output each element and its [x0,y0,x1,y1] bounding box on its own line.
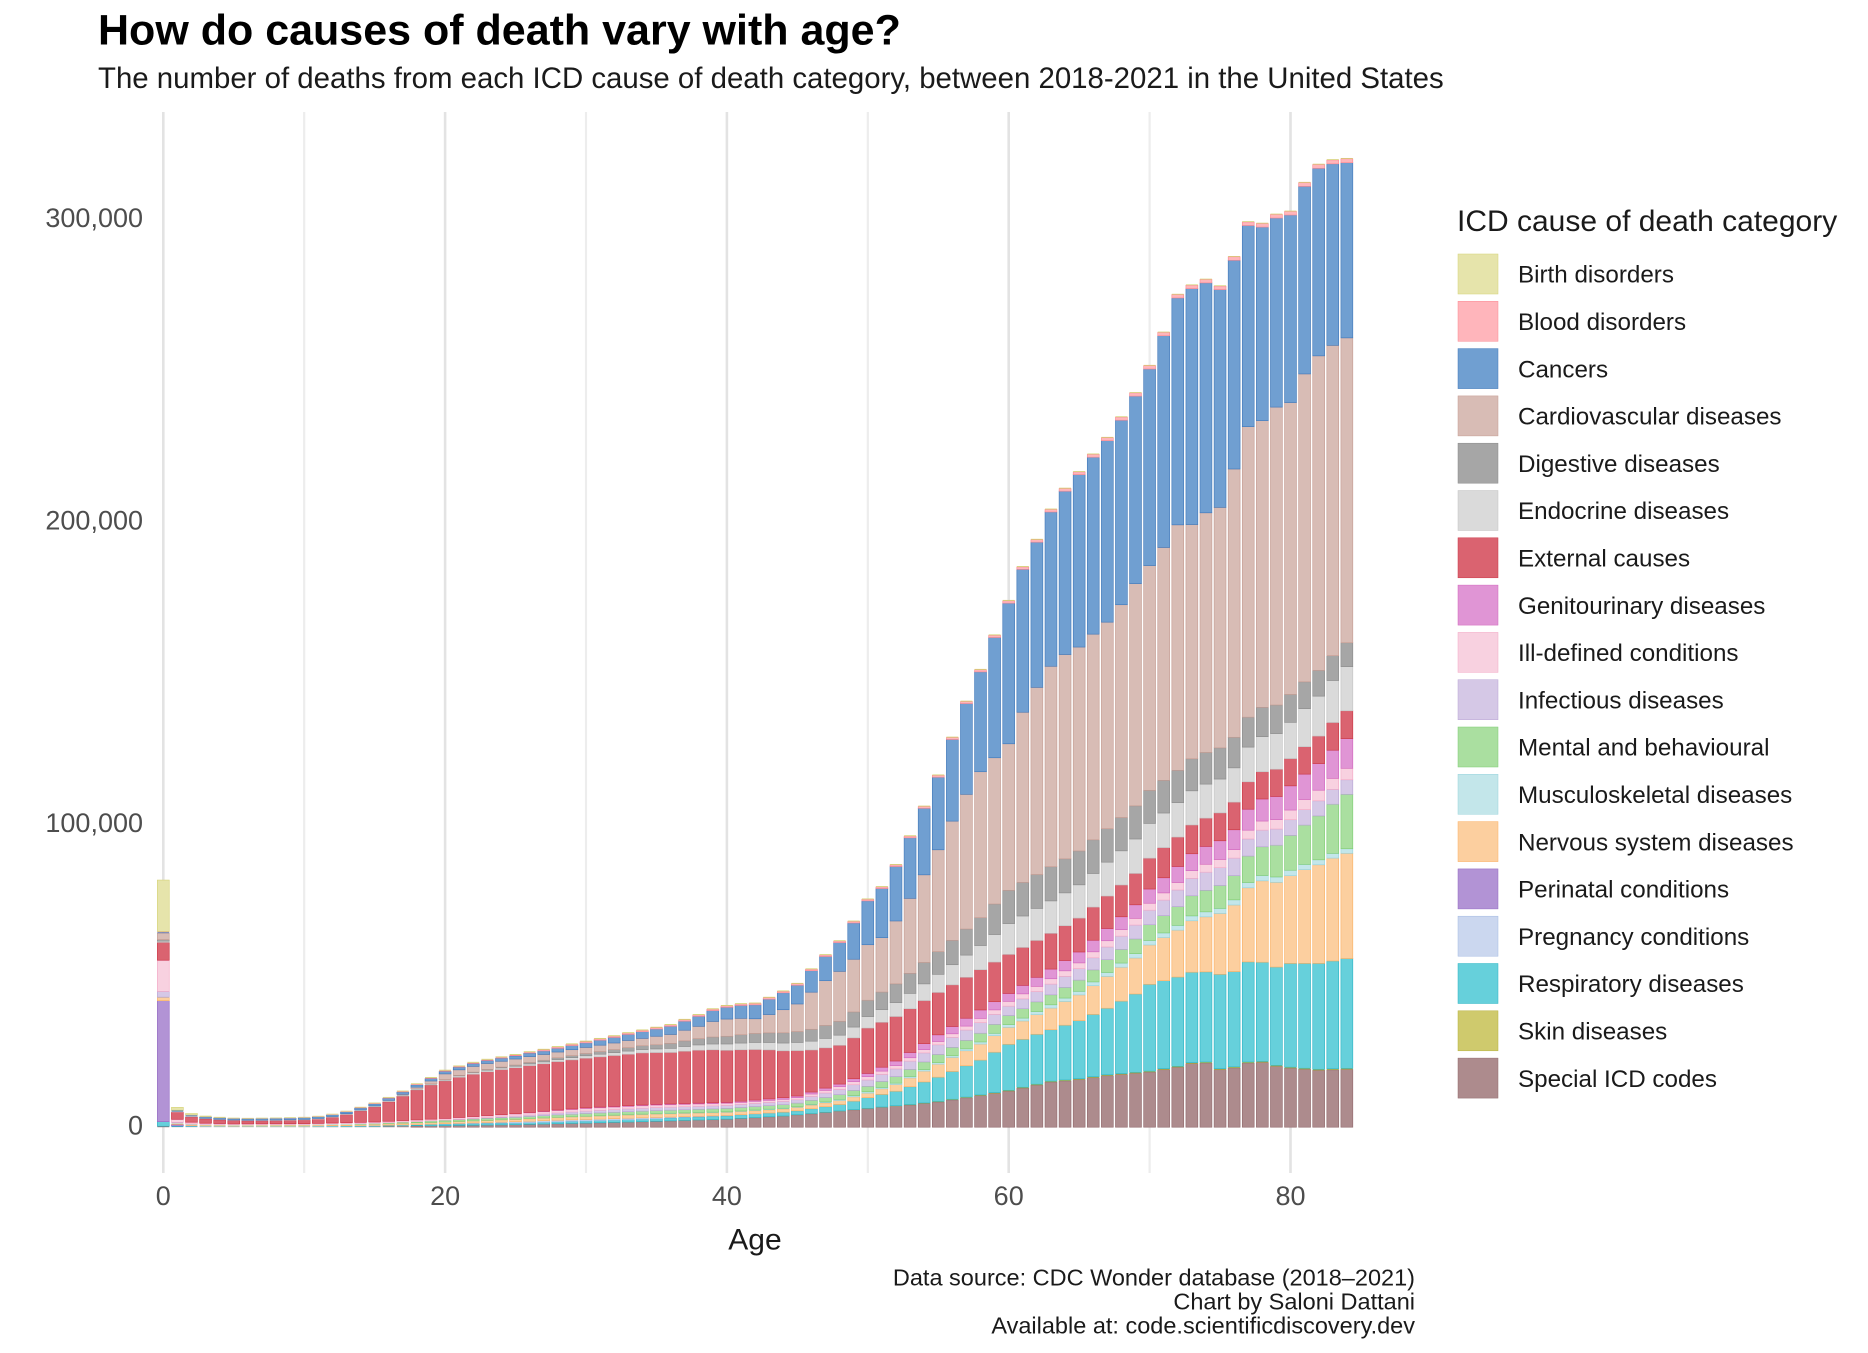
svg-text:Digestive diseases: Digestive diseases [1518,451,1720,478]
svg-text:Mental and behavioural: Mental and behavioural [1518,735,1769,762]
svg-text:0: 0 [128,1110,143,1140]
svg-text:0: 0 [156,1181,171,1211]
svg-text:Age: Age [728,1224,781,1257]
svg-text:Ill-defined conditions: Ill-defined conditions [1518,640,1739,667]
svg-text:20: 20 [430,1181,460,1211]
svg-text:300,000: 300,000 [45,203,143,233]
svg-text:Respiratory diseases: Respiratory diseases [1518,971,1744,998]
svg-text:100,000: 100,000 [45,808,143,838]
svg-text:Genitourinary diseases: Genitourinary diseases [1518,593,1765,620]
svg-text:Musculoskeletal diseases: Musculoskeletal diseases [1518,782,1792,809]
svg-text:Infectious diseases: Infectious diseases [1518,687,1724,714]
svg-text:Cardiovascular diseases: Cardiovascular diseases [1518,404,1782,431]
svg-text:Birth disorders: Birth disorders [1518,262,1674,289]
svg-text:Blood disorders: Blood disorders [1518,309,1686,336]
svg-text:Data source: CDC Wonder databa: Data source: CDC Wonder database (2018–2… [893,1265,1415,1291]
svg-text:Special ICD codes: Special ICD codes [1518,1066,1717,1093]
svg-text:Perinatal conditions: Perinatal conditions [1518,877,1729,904]
svg-text:How do causes of death vary wi: How do causes of death vary with age? [98,7,901,55]
svg-text:Pregnancy conditions: Pregnancy conditions [1518,924,1749,951]
svg-text:ICD cause of death category: ICD cause of death category [1457,205,1837,238]
svg-text:Cancers: Cancers [1518,356,1608,383]
svg-text:Chart by Saloni Dattani: Chart by Saloni Dattani [1173,1289,1415,1315]
svg-text:The number of deaths from each: The number of deaths from each ICD cause… [98,62,1444,95]
svg-text:40: 40 [712,1181,742,1211]
svg-text:60: 60 [994,1181,1024,1211]
svg-text:200,000: 200,000 [45,505,143,535]
svg-text:Available at: code.scientificd: Available at: code.scientificdiscovery.d… [991,1313,1415,1339]
svg-text:External causes: External causes [1518,546,1690,573]
svg-text:Endocrine diseases: Endocrine diseases [1518,498,1729,525]
svg-text:Nervous system diseases: Nervous system diseases [1518,829,1794,856]
svg-text:80: 80 [1275,1181,1305,1211]
svg-text:Skin diseases: Skin diseases [1518,1019,1667,1046]
